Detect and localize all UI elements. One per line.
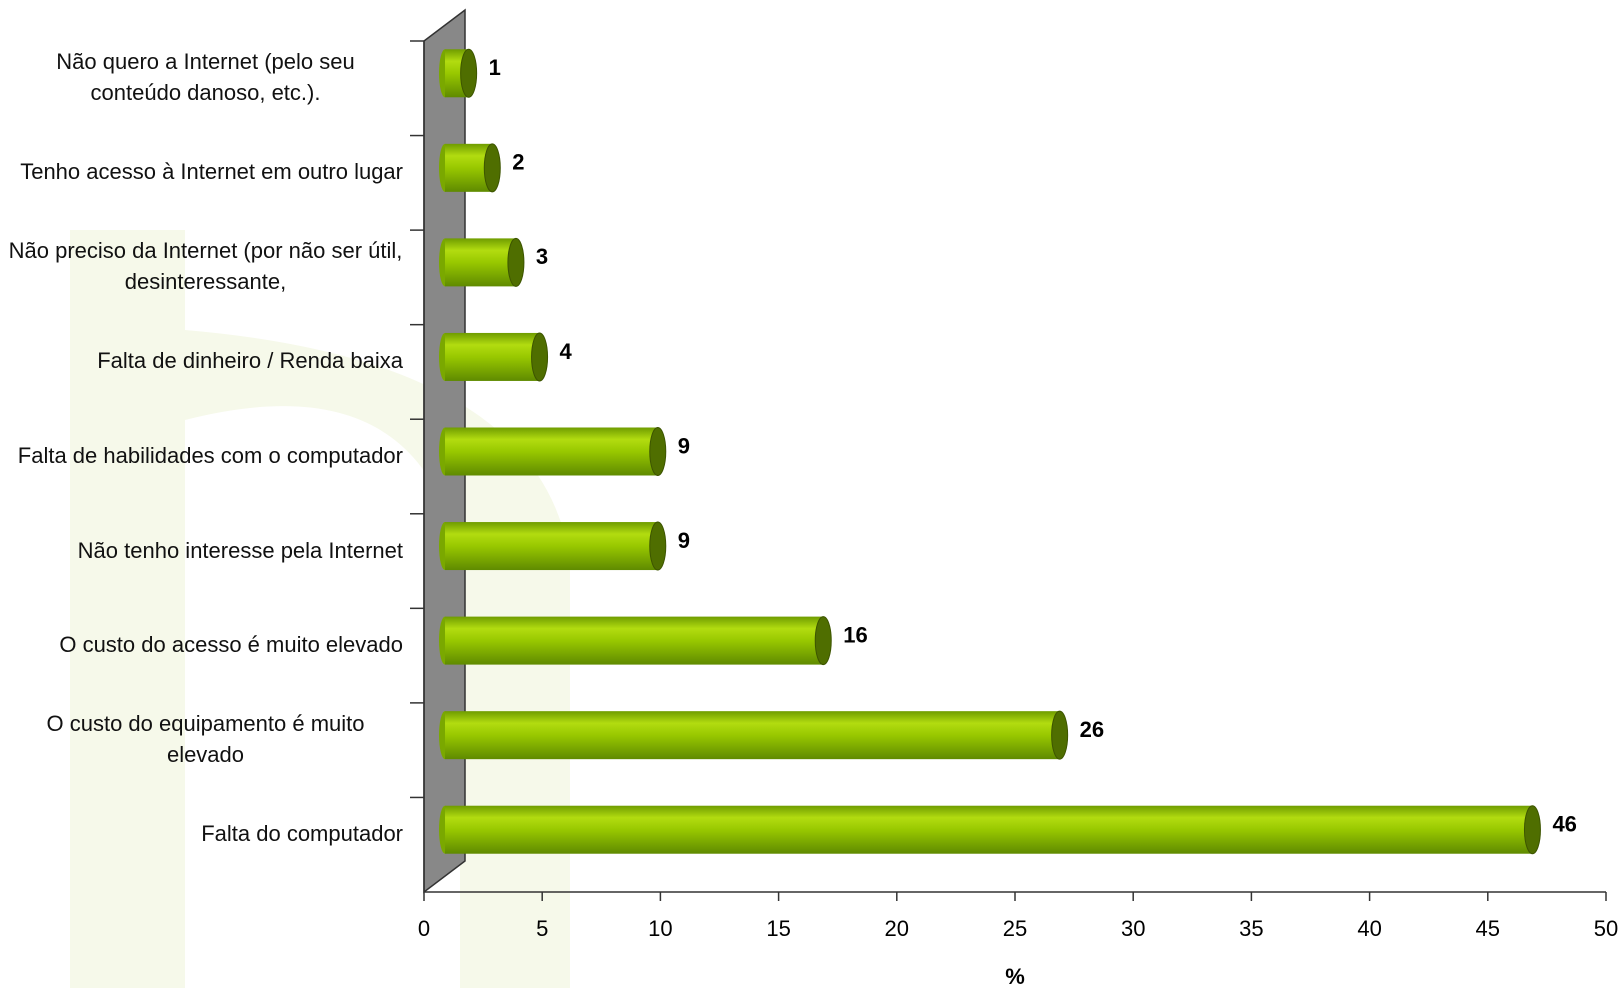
category-text: Não tenho interesse pela Internet [77, 537, 403, 563]
value-label: 4 [560, 339, 573, 364]
category-text: Não quero a Internet (pelo seu conteúdo … [56, 49, 355, 106]
value-label: 2 [512, 150, 524, 175]
y-tick-label: Não tenho interesse pela Internet [8, 503, 403, 598]
bar [439, 521, 667, 571]
x-tick-label: 20 [885, 916, 909, 941]
value-label: 26 [1080, 717, 1104, 742]
category-text: O custo do equipamento é muito elevado [46, 711, 365, 768]
category-text: Falta de habilidades com o computador [17, 442, 403, 468]
x-tick-label: 50 [1594, 916, 1618, 941]
bar [439, 143, 501, 193]
x-tick-label: 45 [1476, 916, 1500, 941]
x-tick-label: 35 [1239, 916, 1263, 941]
bar [439, 332, 549, 382]
x-tick-label: 40 [1357, 916, 1381, 941]
category-text: Tenho acesso à Internet em outro lugar [20, 159, 403, 185]
x-tick-label: 30 [1121, 916, 1145, 941]
y-tick-label: Não preciso da Internet (por não ser úti… [8, 219, 403, 314]
value-label: 9 [678, 528, 690, 553]
bar [439, 427, 667, 476]
category-text: O custo do acesso é muito elevado [59, 632, 403, 658]
x-tick-label: 0 [418, 916, 430, 941]
y-tick-label: Falta de dinheiro / Renda baixa [8, 314, 403, 409]
bar [439, 805, 1541, 855]
value-label: 16 [843, 622, 867, 647]
x-tick-label: 15 [766, 916, 790, 941]
y-tick-label: O custo do acesso é muito elevado [8, 597, 403, 692]
bar [439, 237, 525, 287]
y-tick-label: Tenho acesso à Internet em outro lugar [8, 125, 403, 220]
y-tick-label: Falta de habilidades com o computador [8, 408, 403, 503]
x-tick-label: 10 [648, 916, 672, 941]
category-text: Não preciso da Internet (por não ser úti… [8, 238, 403, 295]
y-tick-label: O custo do equipamento é muito elevado [8, 692, 403, 787]
bar [439, 710, 1069, 760]
bar [439, 616, 832, 666]
value-label: 3 [536, 244, 548, 269]
x-axis-label: % [1005, 964, 1025, 988]
value-label: 1 [489, 55, 501, 80]
bar [439, 48, 478, 98]
value-label: 9 [678, 433, 690, 458]
x-tick-label: 5 [536, 916, 548, 941]
x-tick-label: 25 [1003, 916, 1027, 941]
y-tick-label: Falta do computador [8, 786, 403, 881]
y-tick-label: Não quero a Internet (pelo seu conteúdo … [8, 30, 403, 125]
category-text: Falta do computador [201, 821, 403, 847]
value-label: 46 [1552, 812, 1576, 837]
category-text: Falta de dinheiro / Renda baixa [97, 348, 403, 374]
